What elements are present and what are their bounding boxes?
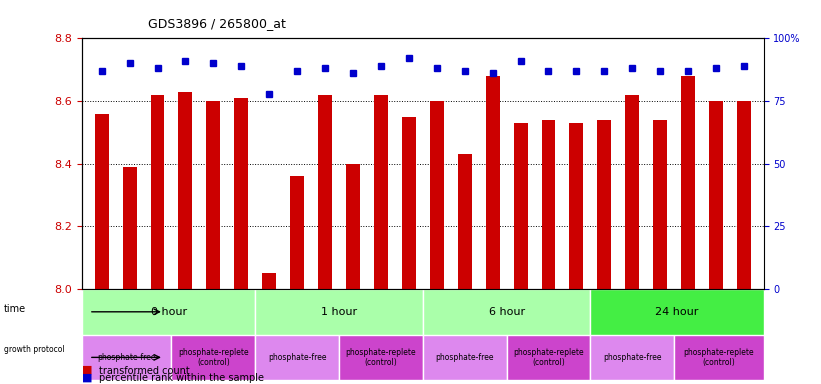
Bar <box>94 114 108 289</box>
Text: phosphate-replete
(control): phosphate-replete (control) <box>684 348 754 367</box>
Text: 24 hour: 24 hour <box>655 307 699 317</box>
Bar <box>122 167 136 289</box>
FancyBboxPatch shape <box>82 334 172 380</box>
Text: phosphate-free: phosphate-free <box>435 353 494 362</box>
FancyBboxPatch shape <box>590 334 674 380</box>
Bar <box>346 164 360 289</box>
Bar <box>626 95 640 289</box>
FancyBboxPatch shape <box>172 334 255 380</box>
Text: time: time <box>4 304 26 314</box>
Bar <box>514 123 528 289</box>
Bar <box>654 120 667 289</box>
Text: phosphate-free: phosphate-free <box>268 353 327 362</box>
FancyBboxPatch shape <box>507 334 590 380</box>
FancyBboxPatch shape <box>339 334 423 380</box>
Bar <box>681 76 695 289</box>
Text: ■: ■ <box>82 364 93 374</box>
Text: ■: ■ <box>82 372 93 382</box>
Text: 6 hour: 6 hour <box>488 307 525 317</box>
Bar <box>542 120 556 289</box>
Text: 0 hour: 0 hour <box>150 307 186 317</box>
Bar <box>374 95 388 289</box>
Text: GDS3896 / 265800_at: GDS3896 / 265800_at <box>148 17 286 30</box>
Text: transformed count: transformed count <box>99 366 190 376</box>
Bar <box>458 154 472 289</box>
Bar <box>486 76 500 289</box>
Bar <box>262 273 276 289</box>
Text: phosphate-replete
(control): phosphate-replete (control) <box>513 348 584 367</box>
Text: percentile rank within the sample: percentile rank within the sample <box>99 373 264 383</box>
Bar <box>401 117 415 289</box>
FancyBboxPatch shape <box>423 334 507 380</box>
Bar <box>150 95 164 289</box>
FancyBboxPatch shape <box>255 289 423 334</box>
Text: growth protocol: growth protocol <box>4 345 65 354</box>
FancyBboxPatch shape <box>255 334 339 380</box>
Text: phosphate-replete
(control): phosphate-replete (control) <box>178 348 249 367</box>
Text: phosphate-free: phosphate-free <box>98 353 156 362</box>
FancyBboxPatch shape <box>590 289 764 334</box>
Bar <box>430 101 444 289</box>
Bar <box>178 92 192 289</box>
Text: 1 hour: 1 hour <box>321 307 357 317</box>
Bar <box>206 101 220 289</box>
Bar <box>234 98 248 289</box>
FancyBboxPatch shape <box>423 289 590 334</box>
Bar <box>737 101 751 289</box>
Bar <box>598 120 612 289</box>
Bar <box>709 101 723 289</box>
Bar <box>570 123 584 289</box>
Bar <box>318 95 332 289</box>
FancyBboxPatch shape <box>674 334 764 380</box>
FancyBboxPatch shape <box>82 289 255 334</box>
Text: phosphate-free: phosphate-free <box>603 353 662 362</box>
Text: phosphate-replete
(control): phosphate-replete (control) <box>346 348 416 367</box>
Bar <box>290 176 304 289</box>
